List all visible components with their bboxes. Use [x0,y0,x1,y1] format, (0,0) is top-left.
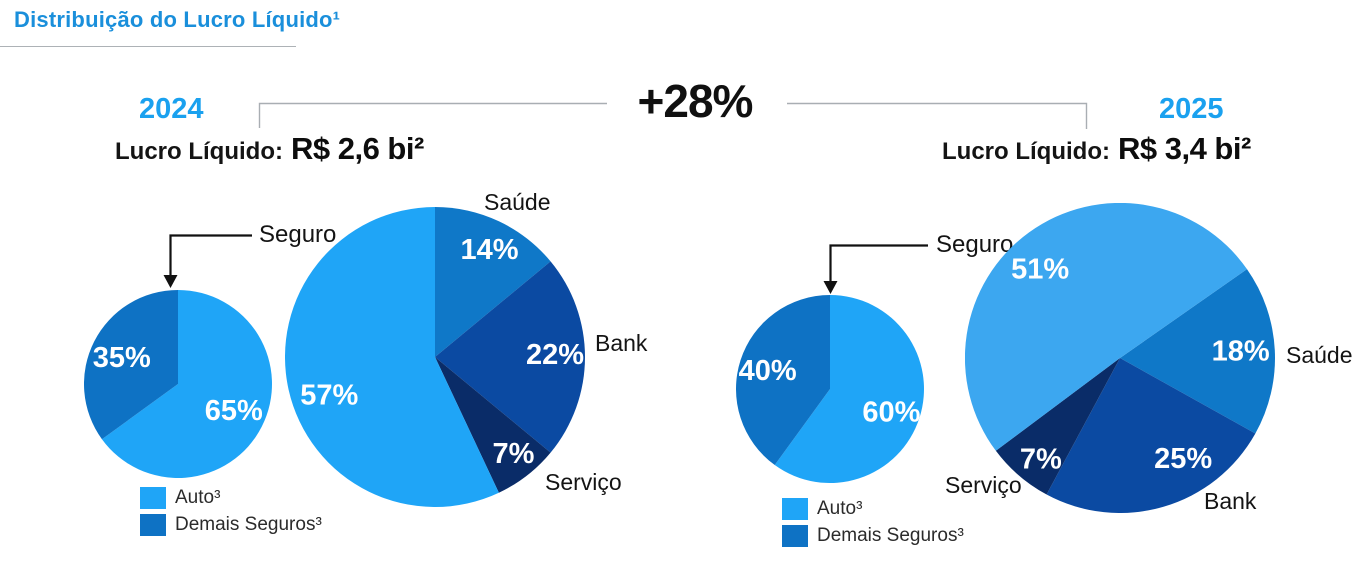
slice-label-servico-2025: Serviço [945,472,1022,498]
slice-label-saude-2024: Saúde [484,189,551,215]
pie-slice-Auto³ [101,290,272,478]
legend-item-auto: Auto³ [140,487,322,509]
profit-label-2025: Lucro Líquido: [942,138,1110,165]
seguro-arrowhead-2024-icon [163,275,178,288]
bracket-line-left [258,102,607,128]
pie-2024-distribution: 14% 22% 7% 57% [285,207,585,507]
slice-label-bank-2024: Bank [595,330,648,356]
pie-slice-Seguro [285,207,499,507]
pie-value-label-Serviço: 7% [492,438,534,470]
pie-2025-seguro-breakdown: 60% 40% [736,295,924,483]
legend-item-demais-seguros: Demais Seguros³ [140,514,322,536]
pie-value-label-Bank: 25% [1154,443,1212,475]
seguro-callout-2024: Seguro [259,221,337,248]
profit-line-2024: Lucro Líquido: R$ 2,6 bi² [115,131,424,167]
pie-slice-Demais Seguros³ [736,295,830,466]
legend-swatch-demais-seguros-icon [140,514,166,536]
legend-label-auto: Auto³ [817,498,863,519]
legend-swatch-demais-seguros-icon [782,525,808,547]
pie-value-label-Saúde: 18% [1212,336,1270,368]
legend-2025: Auto³ Demais Seguros³ [782,498,964,547]
pie-2025-distribution: 18% 25% 7% 51% [965,203,1275,513]
pie-value-label-Seguro: 51% [1011,253,1069,285]
legend-label-auto: Auto³ [175,487,221,508]
pie-value-label-Auto³: 65% [205,395,263,427]
pie-value-label-Auto³: 60% [862,397,920,429]
slice-label-saude-2025: Saúde [1286,342,1353,368]
pie-value-label-Seguro: 57% [300,380,358,412]
year-label-2024: 2024 [139,93,204,125]
seguro-arrow-2024 [169,234,252,277]
year-label-2025: 2025 [1159,93,1224,125]
legend-item-demais-seguros: Demais Seguros³ [782,525,964,547]
profit-line-2025: Lucro Líquido: R$ 3,4 bi² [942,131,1251,167]
pie-2024-seguro-breakdown: 65% 35% [84,290,272,478]
pie-slice-Saúde [1120,269,1275,434]
pie-value-label-Serviço: 7% [1020,443,1062,475]
seguro-arrowhead-2025-icon [823,281,838,294]
growth-badge: +28% [637,75,754,127]
slice-label-servico-2024: Serviço [545,469,622,495]
seguro-callout-2025: Seguro [936,231,1014,258]
bracket-line-right [787,102,1088,129]
pie-slice-Saúde [435,207,551,357]
slice-label-bank-2025: Bank [1204,488,1257,514]
legend-label-demais-seguros: Demais Seguros³ [817,525,964,546]
legend-label-demais-seguros: Demais Seguros³ [175,514,322,535]
pie-value-label-Demais Seguros³: 35% [93,342,151,374]
pie-value-label-Demais Seguros³: 40% [739,355,797,387]
seguro-arrow-2025 [829,244,928,283]
profit-label-2024: Lucro Líquido: [115,138,283,165]
profit-value-2024: R$ 2,6 bi² [290,131,424,166]
legend-swatch-auto-icon [140,487,166,509]
pie-slice-Bank [1046,358,1256,513]
pie-slice-Bank [435,261,585,453]
pie-slice-Serviço [435,357,551,493]
legend-swatch-auto-icon [782,498,808,520]
pie-slice-Serviço [995,358,1120,495]
pie-value-label-Saúde: 14% [460,234,518,266]
profit-value-2025: R$ 3,4 bi² [1117,131,1251,166]
pie-value-label-Bank: 22% [526,339,584,371]
pie-slice-Demais Seguros³ [84,290,178,440]
pie-slice-Auto³ [774,295,924,483]
legend-item-auto: Auto³ [782,498,964,520]
pie-slice-Seguro [965,203,1247,451]
legend-2024: Auto³ Demais Seguros³ [140,487,322,536]
title-underline [0,46,296,47]
page-title: Distribuição do Lucro Líquido¹ [14,7,341,32]
